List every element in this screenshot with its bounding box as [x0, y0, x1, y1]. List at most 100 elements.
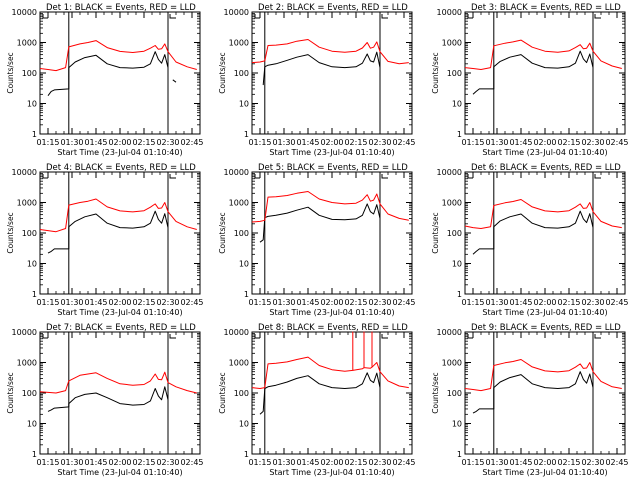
x-tick-label: 02:00: [320, 458, 343, 467]
y-tick-label: 1000: [229, 199, 249, 208]
plot-frame: [39, 331, 201, 455]
y-tick-label: 10: [27, 420, 37, 429]
series-events-line: [48, 387, 173, 412]
series-events-line: [260, 204, 385, 242]
y-tick-label: 1: [457, 450, 462, 459]
y-tick-label: 10000: [224, 328, 249, 337]
corner-bracket-mark: [594, 174, 601, 179]
chart-panel-4: 1 10 100 1000 10000 01:15 01:30 01:45 02:00 02:15…: [6, 163, 204, 317]
y-tick-label: 1: [244, 450, 249, 459]
chart-panel-1: 1 10 100 1000 10000 01:15 01:30 01:45 02:00 02:15…: [6, 3, 204, 157]
x-tick-label: 01:45: [509, 298, 532, 307]
y-tick-label: 100: [22, 389, 37, 398]
x-tick-label: 01:30: [272, 458, 295, 467]
x-tick-label: 01:30: [60, 458, 83, 467]
y-axis-label: Counts/sec: [431, 212, 440, 253]
x-tick-label: 02:00: [533, 138, 556, 147]
x-tick-label: 02:30: [156, 138, 179, 147]
x-tick-label: 01:15: [36, 458, 59, 467]
series-lld-line: [464, 39, 622, 70]
x-tick-label: 01:30: [272, 138, 295, 147]
corner-bracket-mark: [169, 334, 176, 339]
x-tick-label: 02:45: [180, 458, 203, 467]
x-tick-label: 01:30: [485, 138, 508, 147]
x-tick-label: 02:30: [581, 458, 604, 467]
x-tick-label: 01:45: [296, 298, 319, 307]
y-tick-label: 1000: [17, 199, 37, 208]
x-tick-label: 02:00: [533, 298, 556, 307]
chart-panel-2: 1 10 100 1000 10000 01:15 01:30 01:45 02:00 02:15…: [218, 3, 416, 157]
x-tick-label: 01:15: [248, 138, 271, 147]
y-tick-label: 100: [234, 389, 249, 398]
x-tick-label: 01:15: [248, 298, 271, 307]
x-tick-label: 02:45: [605, 138, 628, 147]
series-events-line: [260, 373, 385, 415]
x-tick-label: 02:45: [392, 138, 415, 147]
plot-frame: [464, 171, 626, 295]
series-events-line: [47, 51, 177, 96]
y-tick-label: 1000: [442, 199, 462, 208]
x-tick-label: 01:15: [36, 138, 59, 147]
corner-bracket-mark: [381, 334, 388, 339]
plot-frame: [464, 331, 626, 455]
x-tick-label: 02:15: [132, 298, 155, 307]
y-tick-label: 10000: [437, 168, 462, 177]
chart-panel-3: 1 10 100 1000 10000 01:15 01:30 01:45 02:00 02:15…: [431, 3, 629, 157]
x-axis-label: Start Time (23-Jul-04 01:10:40): [482, 308, 607, 317]
y-tick-label: 10000: [224, 168, 249, 177]
x-tick-label: 01:15: [461, 458, 484, 467]
x-tick-label: 02:45: [392, 298, 415, 307]
chart-panel-8: 1 10 100 1000 10000 01:15 01:30 01:45 02:00 02:15…: [218, 323, 416, 477]
corner-bracket-mark: [254, 174, 260, 179]
x-tick-label: 01:15: [461, 138, 484, 147]
x-axis-label: Start Time (23-Jul-04 01:10:40): [57, 308, 182, 317]
x-tick-label: 01:30: [60, 298, 83, 307]
y-axis-label: Counts/sec: [218, 372, 227, 413]
y-tick-label: 100: [447, 69, 462, 78]
plot-frame: [251, 331, 413, 455]
corner-bracket-mark: [594, 14, 601, 19]
y-tick-label: 1: [457, 290, 462, 299]
series-lld-line: [39, 198, 197, 233]
chart-title: Det 1: BLACK = Events, RED = LLD: [46, 3, 196, 13]
corner-bracket-mark: [254, 334, 260, 339]
x-axis-label: Start Time (23-Jul-04 01:10:40): [269, 468, 394, 477]
corner-bracket-mark: [42, 174, 48, 179]
x-tick-label: 01:45: [296, 458, 319, 467]
x-tick-label: 02:15: [344, 458, 367, 467]
x-tick-label: 01:15: [248, 458, 271, 467]
x-tick-label: 02:00: [320, 298, 343, 307]
y-tick-label: 1000: [17, 39, 37, 48]
x-tick-label: 02:45: [605, 298, 628, 307]
x-tick-label: 02:30: [368, 458, 391, 467]
x-tick-label: 02:00: [108, 298, 131, 307]
corner-bracket-mark: [381, 14, 388, 19]
y-tick-label: 10000: [224, 8, 249, 17]
corner-bracket-mark: [169, 14, 176, 19]
chart-panel-5: 1 10 100 1000 10000 01:15 01:30 01:45 02:00 02:15…: [218, 163, 416, 317]
x-tick-label: 02:00: [108, 458, 131, 467]
y-tick-label: 10: [239, 260, 249, 269]
x-axis-label: Start Time (23-Jul-04 01:10:40): [269, 148, 394, 157]
series-lld-line: [251, 191, 409, 223]
chart-panel-6: 1 10 100 1000 10000 01:15 01:30 01:45 02:00 02:15…: [431, 163, 629, 317]
y-tick-label: 1: [457, 130, 462, 139]
y-tick-label: 1: [244, 130, 249, 139]
x-axis-label: Start Time (23-Jul-04 01:10:40): [269, 308, 394, 317]
x-tick-label: 02:15: [132, 138, 155, 147]
corner-bracket-mark: [594, 334, 601, 339]
x-tick-label: 01:30: [485, 458, 508, 467]
chart-panel-7: 1 10 100 1000 10000 01:15 01:30 01:45 02:00 02:15…: [6, 323, 204, 477]
x-axis-label: Start Time (23-Jul-04 01:10:40): [482, 148, 607, 157]
x-tick-label: 02:45: [605, 458, 628, 467]
plot-frame: [251, 171, 413, 295]
plot-frame: [251, 11, 413, 135]
corner-bracket-mark: [254, 14, 260, 19]
y-tick-label: 10000: [12, 328, 37, 337]
series-lld-line: [464, 199, 622, 229]
chart-title: Det 4: BLACK = Events, RED = LLD: [46, 163, 196, 173]
y-tick-label: 1000: [229, 39, 249, 48]
chart-title: Det 6: BLACK = Events, RED = LLD: [471, 163, 621, 173]
x-tick-label: 02:30: [581, 138, 604, 147]
corner-bracket-mark: [169, 174, 176, 179]
